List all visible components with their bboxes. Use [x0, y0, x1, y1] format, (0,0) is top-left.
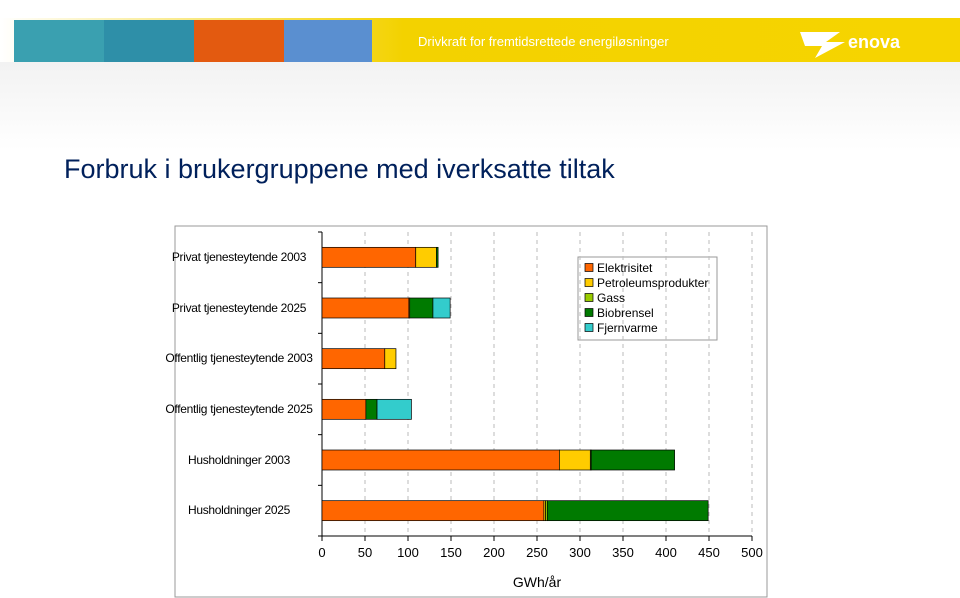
header-image — [284, 20, 372, 62]
bar-segment — [436, 246, 439, 268]
y-tick-label: Privat tjenesteytende 2025 — [171, 300, 307, 315]
chart-title: Forbruk i brukergruppene med iverksatte … — [64, 154, 615, 184]
legend-label: Petroleumsprodukter — [597, 276, 708, 290]
header-tagline: Drivkraft for fremtidsrettede energiløsn… — [418, 34, 669, 49]
bar-segment — [409, 297, 434, 319]
x-axis-label: GWh/år — [513, 574, 562, 590]
header-image — [104, 20, 194, 62]
legend-swatch — [584, 293, 594, 302]
bar-segment — [384, 348, 397, 370]
legend-swatch — [584, 308, 594, 317]
legend-swatch — [584, 323, 594, 332]
x-tick-label: 250 — [526, 545, 548, 560]
y-tick-label: Husholdninger 2025 — [187, 503, 290, 518]
x-tick-label: 450 — [698, 545, 720, 560]
bar-segment — [321, 500, 545, 522]
legend — [577, 256, 718, 341]
legend-label: Gass — [597, 291, 625, 305]
legend-swatch — [584, 278, 594, 287]
legend-label: Biobrensel — [597, 306, 654, 320]
bar-segment — [415, 246, 437, 268]
bar-segment — [321, 246, 417, 268]
logo-mark — [800, 32, 845, 58]
header-image — [194, 20, 284, 62]
y-tick-label: Privat tjenesteytende 2003 — [171, 249, 307, 264]
bar-segment — [321, 449, 560, 471]
bar-segment — [321, 398, 367, 420]
bar-segment — [432, 297, 451, 319]
x-tick-label: 50 — [358, 545, 372, 560]
x-tick-label: 400 — [655, 545, 677, 560]
bar-segment — [321, 348, 386, 370]
logo: enova — [848, 32, 901, 52]
y-tick-label: Husholdninger 2003 — [187, 452, 290, 467]
x-tick-label: 100 — [397, 545, 419, 560]
x-tick-label: 150 — [440, 545, 462, 560]
header-image — [14, 20, 104, 62]
bar-segment — [590, 449, 675, 471]
x-tick-label: 200 — [483, 545, 505, 560]
legend-label: Elektrisitet — [597, 261, 653, 275]
header-fade — [0, 62, 960, 150]
x-tick-label: 0 — [318, 545, 325, 560]
bar-segment — [365, 398, 378, 420]
bar-segment — [546, 500, 709, 522]
x-tick-label: 350 — [612, 545, 634, 560]
y-tick-label: Offentlig tjenesteytende 2003 — [165, 351, 313, 366]
bar-segment — [376, 398, 412, 420]
bar-segment — [321, 297, 410, 319]
bar-segment — [559, 449, 591, 471]
x-tick-label: 300 — [569, 545, 591, 560]
legend-swatch — [584, 263, 594, 272]
x-tick-label: 500 — [741, 545, 763, 560]
legend-label: Fjernvarme — [597, 321, 658, 335]
y-tick-label: Offentlig tjenesteytende 2025 — [165, 401, 313, 416]
